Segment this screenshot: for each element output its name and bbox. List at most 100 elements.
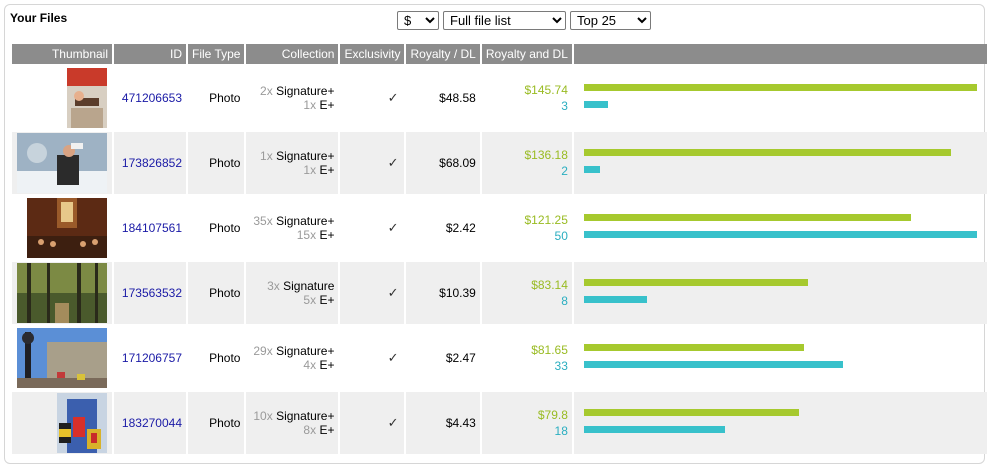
royalty-total: $136.18 — [524, 148, 568, 162]
exclusivity-check-icon: ✓ — [340, 392, 405, 454]
thumbnail-cell — [12, 67, 112, 129]
table-row: 171206757 Photo 29x Signature+ 4x E+ ✓ $2.47 $… — [12, 327, 987, 389]
collection-name: E+ — [319, 358, 335, 372]
files-table: Thumbnail ID File Type Collection Exclus… — [10, 41, 989, 457]
royalty-per-dl-cell: $48.58 — [439, 91, 476, 105]
file-id-link[interactable]: 183270044 — [121, 416, 182, 430]
column-header-chart — [573, 44, 987, 64]
panel-title: Your Files — [10, 11, 68, 25]
exclusivity-check-icon: ✓ — [387, 90, 399, 105]
collection-cell: 35x Signature+ 15x E+ — [246, 197, 338, 259]
thumbnail-image[interactable] — [57, 393, 107, 453]
column-header-royalty-per-dl[interactable]: Royalty / DL — [406, 44, 480, 64]
file-id-link[interactable]: 471206653 — [121, 91, 182, 105]
downloads-bar — [583, 295, 647, 303]
column-header-collection[interactable]: Collection — [246, 44, 339, 64]
list-mode-select[interactable]: Full file list — [443, 11, 566, 30]
collection-count: 15x — [296, 228, 317, 242]
thumbnail-cell — [12, 197, 112, 259]
royalty-bar — [583, 278, 808, 286]
thumbnail-cell — [12, 132, 112, 194]
table-row: 184107561 Photo 35x Signature+ 15x E+ ✓ $2.42… — [12, 197, 987, 259]
royalty-and-dl-cell: $136.18 2 — [481, 132, 572, 194]
id-cell: 183270044 — [114, 392, 186, 454]
royalty-bar — [583, 213, 911, 221]
table-row: 471206653 Photo 2x Signature+ 1x E+ ✓ $48.58 $… — [12, 67, 987, 129]
exclusivity-check-icon: ✓ — [387, 220, 399, 235]
thumbnail-image[interactable] — [67, 68, 107, 128]
collection-name: E+ — [319, 423, 335, 437]
collection-count: 8x — [303, 423, 317, 437]
table-row: 173826852 Photo 1x Signature+ 1x E+ ✓ $68.09 $… — [12, 132, 987, 194]
collection-name: Signature+ — [276, 149, 335, 163]
file-id-link[interactable]: 173826852 — [121, 156, 182, 170]
royalty-per-dl-cell: $2.47 — [445, 351, 476, 365]
collection-name: E+ — [319, 98, 335, 112]
collection-name: Signature+ — [276, 344, 335, 358]
file-type-cell: Photo — [209, 221, 241, 235]
download-count: 18 — [554, 424, 568, 438]
bar-chart-cell — [573, 392, 987, 454]
collection-count: 3x — [267, 279, 280, 293]
column-header-royalty-and-dl[interactable]: Royalty and DL — [481, 44, 572, 64]
column-header-file-type[interactable]: File Type — [188, 44, 245, 64]
bar-chart-cell — [574, 67, 987, 129]
file-id-link[interactable]: 184107561 — [121, 221, 182, 235]
id-cell: 173826852 — [114, 132, 186, 194]
collection-cell: 1x Signature+ 1x E+ — [246, 132, 339, 194]
downloads-bar — [583, 230, 977, 238]
downloads-bar — [583, 100, 608, 108]
filter-controls: $ Full file list Top 25 — [397, 11, 651, 30]
download-count: 2 — [561, 164, 568, 178]
currency-select[interactable]: $ — [397, 11, 439, 30]
file-id-link[interactable]: 171206757 — [121, 351, 182, 365]
collection-cell: 3x Signature 5x E+ — [246, 262, 339, 324]
collection-count: 29x — [253, 344, 273, 358]
royalty-total: $83.14 — [531, 278, 568, 292]
collection-count: 5x — [303, 293, 317, 307]
royalty-and-dl-cell: $121.25 50 — [482, 197, 572, 259]
file-type-cell: Photo — [209, 351, 241, 365]
collection-count: 4x — [303, 358, 317, 372]
top-n-select[interactable]: Top 25 — [570, 11, 651, 30]
collection-name: E+ — [319, 293, 335, 307]
file-type-cell: Photo — [188, 392, 245, 454]
royalty-and-dl-cell: $81.65 33 — [482, 327, 572, 389]
exclusivity-check-icon: ✓ — [340, 262, 405, 324]
royalty-total: $145.74 — [524, 83, 568, 97]
collection-count: 1x — [303, 163, 317, 177]
collection-count: 1x — [260, 149, 273, 163]
download-count: 3 — [561, 99, 568, 113]
thumbnail-image[interactable] — [27, 198, 107, 258]
royalty-total: $81.65 — [531, 343, 568, 357]
bar-chart-cell — [573, 132, 987, 194]
thumbnail-image[interactable] — [17, 263, 107, 323]
download-count: 33 — [554, 359, 568, 373]
column-header-id[interactable]: ID — [114, 44, 186, 64]
thumbnail-cell — [12, 262, 112, 324]
bar-chart-cell — [574, 327, 987, 389]
file-id-link[interactable]: 173563532 — [121, 286, 182, 300]
downloads-bar — [583, 165, 600, 173]
collection-count: 2x — [260, 84, 273, 98]
column-header-thumbnail[interactable]: Thumbnail — [12, 44, 112, 64]
royalty-bar — [583, 83, 977, 91]
column-header-exclusivity[interactable]: Exclusivity — [340, 44, 405, 64]
royalty-bar — [583, 408, 799, 416]
collection-cell: 10x Signature+ 8x E+ — [246, 392, 339, 454]
exclusivity-check-icon: ✓ — [387, 350, 399, 365]
downloads-bar — [583, 425, 725, 433]
id-cell: 173563532 — [114, 262, 186, 324]
thumbnail-cell — [12, 327, 112, 389]
exclusivity-check-icon: ✓ — [340, 132, 405, 194]
collection-cell: 29x Signature+ 4x E+ — [246, 327, 338, 389]
thumbnail-image[interactable] — [17, 133, 107, 193]
download-count: 50 — [554, 229, 568, 243]
thumbnail-image[interactable] — [17, 328, 107, 388]
bar-chart-cell — [574, 197, 987, 259]
collection-name: Signature+ — [276, 409, 335, 423]
table-row: 173563532 Photo 3x Signature 5x E+ ✓ $10.39 $8… — [12, 262, 987, 324]
collection-name: E+ — [319, 163, 335, 177]
royalty-per-dl-cell: $10.39 — [406, 262, 480, 324]
royalty-per-dl-cell: $2.42 — [445, 221, 476, 235]
